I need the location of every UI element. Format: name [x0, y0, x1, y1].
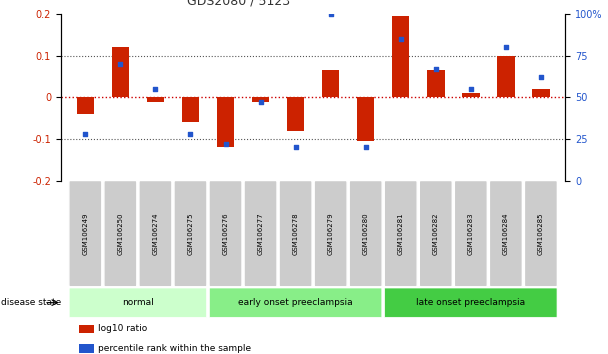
Point: [431, 66, 441, 72]
Text: GSM106281: GSM106281: [398, 212, 404, 255]
Point: [396, 36, 406, 42]
Text: percentile rank within the sample: percentile rank within the sample: [98, 344, 252, 353]
FancyBboxPatch shape: [349, 181, 382, 287]
Text: early onset preeclampsia: early onset preeclampsia: [238, 298, 353, 307]
Point: [291, 144, 300, 150]
Bar: [497, 56, 514, 97]
Bar: [427, 70, 444, 97]
Text: GSM106280: GSM106280: [363, 212, 368, 255]
Text: GSM106279: GSM106279: [328, 212, 334, 255]
FancyBboxPatch shape: [279, 181, 312, 287]
Bar: [287, 97, 305, 131]
Bar: [357, 97, 375, 141]
Text: GDS2080 / 5123: GDS2080 / 5123: [187, 0, 290, 7]
Text: GSM106276: GSM106276: [223, 212, 229, 255]
FancyBboxPatch shape: [139, 181, 172, 287]
Bar: [322, 70, 339, 97]
FancyBboxPatch shape: [209, 288, 382, 317]
FancyBboxPatch shape: [244, 181, 277, 287]
FancyBboxPatch shape: [104, 181, 137, 287]
FancyBboxPatch shape: [69, 181, 102, 287]
FancyBboxPatch shape: [384, 181, 417, 287]
Text: GSM106249: GSM106249: [82, 212, 88, 255]
FancyBboxPatch shape: [174, 181, 207, 287]
Text: GSM106282: GSM106282: [433, 212, 439, 255]
Bar: [182, 97, 199, 122]
Point: [221, 141, 230, 147]
Bar: [532, 89, 550, 97]
Text: GSM106275: GSM106275: [187, 212, 193, 255]
Text: GSM106277: GSM106277: [258, 212, 263, 255]
Bar: [462, 93, 480, 97]
Point: [116, 61, 125, 67]
Point: [326, 11, 336, 17]
Point: [256, 99, 266, 105]
Point: [536, 75, 546, 80]
Text: GSM106250: GSM106250: [117, 212, 123, 255]
Point: [501, 45, 511, 50]
Text: GSM106283: GSM106283: [468, 212, 474, 255]
FancyBboxPatch shape: [385, 288, 557, 317]
Text: log10 ratio: log10 ratio: [98, 324, 148, 333]
Point: [361, 144, 370, 150]
FancyBboxPatch shape: [489, 181, 522, 287]
Point: [151, 86, 161, 92]
Text: GSM106285: GSM106285: [538, 212, 544, 255]
Text: disease state: disease state: [1, 298, 61, 307]
FancyBboxPatch shape: [69, 288, 207, 317]
Bar: [252, 97, 269, 102]
FancyBboxPatch shape: [525, 181, 558, 287]
Bar: [392, 16, 410, 97]
Point: [185, 131, 195, 137]
Text: late onset preeclampsia: late onset preeclampsia: [416, 298, 525, 307]
FancyBboxPatch shape: [314, 181, 347, 287]
FancyBboxPatch shape: [209, 181, 242, 287]
Bar: [112, 47, 129, 97]
Text: GSM106284: GSM106284: [503, 212, 509, 255]
Text: GSM106278: GSM106278: [292, 212, 299, 255]
FancyBboxPatch shape: [420, 181, 452, 287]
Point: [80, 131, 90, 137]
Text: normal: normal: [122, 298, 154, 307]
Bar: [147, 97, 164, 102]
Point: [466, 86, 475, 92]
Text: GSM106274: GSM106274: [153, 212, 159, 255]
FancyBboxPatch shape: [454, 181, 487, 287]
Bar: [77, 97, 94, 114]
Bar: [216, 97, 234, 147]
